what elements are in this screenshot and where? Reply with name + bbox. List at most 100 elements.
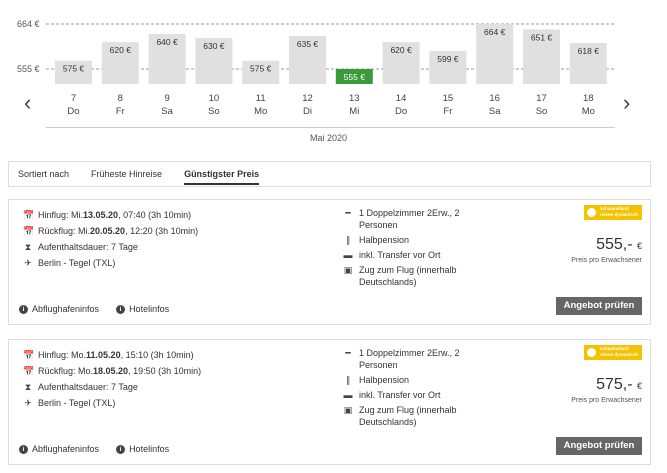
axis-line bbox=[46, 127, 615, 128]
car-icon: ▬ bbox=[343, 390, 353, 400]
departure-airport: ✈ Berlin - Tegel (TXL) bbox=[23, 395, 201, 411]
hourglass-icon: ⧗ bbox=[24, 242, 32, 252]
airplane-icon: ✈ bbox=[24, 398, 32, 408]
price-bar[interactable] bbox=[429, 50, 467, 84]
price-bar-label: 651 € bbox=[531, 32, 553, 42]
price-bar[interactable] bbox=[289, 35, 326, 84]
price-bar-label: 640 € bbox=[156, 37, 178, 47]
calendar-icon: 📅 bbox=[23, 210, 35, 220]
price-bar-label: 575 € bbox=[250, 64, 272, 74]
date-label[interactable]: 8 Fr bbox=[115, 93, 125, 117]
cutlery-icon: ∥ bbox=[345, 375, 351, 385]
bed-icon: ━ bbox=[345, 208, 351, 218]
price: 555,- € bbox=[596, 236, 642, 253]
check-offer-button[interactable]: Angebot prüfen bbox=[556, 297, 642, 315]
departure-airport: ✈ Berlin - Tegel (TXL) bbox=[23, 255, 198, 271]
check-offer-button[interactable]: Angebot prüfen bbox=[556, 437, 642, 455]
info-links: i Abflughafeninfos i Hotelinfos bbox=[19, 304, 186, 314]
hotel-info-link[interactable]: i Hotelinfos bbox=[116, 444, 169, 454]
date-label[interactable]: 7 Do bbox=[67, 93, 80, 117]
price-bar-label: 664 € bbox=[484, 27, 506, 37]
price-bar[interactable] bbox=[148, 33, 186, 84]
price-bar[interactable] bbox=[55, 60, 92, 84]
tour-operator-logo: schauinsland reisen dynamisch bbox=[584, 345, 642, 360]
date-label[interactable]: 15 Fr bbox=[442, 93, 454, 117]
date-label[interactable]: 10 So bbox=[208, 93, 220, 117]
price-bar-label: 635 € bbox=[297, 39, 319, 49]
price-bar-label: 618 € bbox=[578, 46, 600, 56]
cutlery-icon: ∥ bbox=[345, 235, 351, 245]
date-label[interactable]: 14 Do bbox=[395, 93, 408, 117]
price-bar-label: 575 € bbox=[63, 64, 85, 74]
package-info: ━ 1 Doppelzimmer 2Erw., 2 Personen ∥ Halbp… bbox=[343, 347, 473, 431]
price-bar-label: 630 € bbox=[203, 41, 225, 51]
sort-earliest-departure[interactable]: Früheste Hinreise bbox=[91, 169, 163, 179]
airport-info-link[interactable]: i Abflughafeninfos bbox=[19, 304, 99, 314]
price-bar-label: 555 € bbox=[344, 72, 366, 82]
price-bar[interactable] bbox=[242, 60, 280, 84]
train-icon: ▣ bbox=[343, 405, 353, 415]
next-chevron-icon[interactable]: › bbox=[623, 90, 631, 115]
price-bar-label: 599 € bbox=[437, 54, 459, 64]
calendar-icon: 📅 bbox=[23, 366, 35, 376]
calendar-icon: 📅 bbox=[23, 226, 35, 236]
price-bar-label: 620 € bbox=[390, 45, 412, 55]
info-icon: i bbox=[19, 304, 28, 314]
date-label[interactable]: 18 Mo bbox=[581, 93, 595, 117]
train-info: Zug zum Flug (innerhalb Deutschlands) bbox=[359, 405, 457, 427]
room-info: 1 Doppelzimmer 2Erw., 2 Personen bbox=[359, 208, 460, 230]
info-icon: i bbox=[116, 304, 126, 314]
outbound-flight: 📅 Hinflug: Mi. 13.05.20, 07:40 (3h 10min) bbox=[23, 207, 198, 223]
price-bar[interactable] bbox=[523, 29, 560, 84]
date-label[interactable]: 17 So bbox=[535, 93, 548, 117]
offer-card: 📅 Hinflug: Mi. 13.05.20, 07:40 (3h 10min)… bbox=[8, 199, 651, 325]
price-bar[interactable] bbox=[569, 42, 607, 84]
car-icon: ▬ bbox=[343, 250, 353, 260]
price-calendar-chart: 664 € 555 € 575 € 620 € 640 € 630 € 575 € 635… bbox=[0, 0, 667, 150]
stay-duration: ⧗ Aufenthaltsdauer: 7 Tage bbox=[23, 239, 198, 255]
board-info: Halbpension bbox=[359, 235, 410, 245]
hourglass-icon: ⧗ bbox=[24, 382, 32, 392]
airport-info-link[interactable]: i Abflughafeninfos bbox=[19, 444, 99, 454]
tour-operator-logo: schauinsland reisen dynamisch bbox=[584, 205, 642, 220]
month-label: Mai 2020 bbox=[310, 133, 348, 143]
price-bar[interactable] bbox=[335, 69, 373, 84]
price-bar[interactable] bbox=[195, 38, 233, 84]
info-icon: i bbox=[116, 444, 126, 454]
y-tick-label: 555 € bbox=[17, 64, 40, 74]
board-info: Halbpension bbox=[359, 375, 410, 385]
previous-chevron-icon[interactable]: ‹ bbox=[24, 90, 32, 115]
date-label[interactable]: 16 Sa bbox=[488, 93, 501, 117]
flight-info: 📅 Hinflug: Mi. 13.05.20, 07:40 (3h 10min)… bbox=[23, 207, 198, 271]
sort-cheapest-price[interactable]: Günstigster Preis bbox=[184, 163, 260, 185]
package-info: ━ 1 Doppelzimmer 2Erw., 2 Personen ∥ Halbp… bbox=[343, 207, 473, 291]
info-links: i Abflughafeninfos i Hotelinfos bbox=[19, 444, 186, 454]
room-info: 1 Doppelzimmer 2Erw., 2 Personen bbox=[359, 348, 460, 370]
info-icon: i bbox=[19, 444, 28, 454]
date-label[interactable]: 13 Mi bbox=[349, 93, 360, 117]
calendar-icon: 📅 bbox=[23, 350, 35, 360]
offer-card: 📅 Hinflug: Mo. 11.05.20, 15:10 (3h 10min)… bbox=[8, 339, 651, 465]
date-label[interactable]: 11 Mo bbox=[254, 93, 268, 117]
price-note: Preis pro Erwachsener bbox=[571, 397, 642, 404]
price-bar[interactable] bbox=[101, 42, 139, 84]
price-bar[interactable] bbox=[382, 42, 420, 84]
return-flight: 📅 Rückflug: Mo. 18.05.20, 19:50 (3h 10min… bbox=[23, 363, 201, 379]
sort-bar: Sortiert nach Früheste Hinreise Günstigs… bbox=[8, 161, 651, 187]
sort-label: Sortiert nach bbox=[18, 169, 70, 179]
price-bar-label: 620 € bbox=[110, 45, 132, 55]
y-tick-label: 664 € bbox=[17, 19, 40, 29]
airplane-icon: ✈ bbox=[24, 258, 32, 268]
train-icon: ▣ bbox=[343, 265, 353, 275]
price-bars: 575 € 620 € 640 € 630 € 575 € 635 € 555 € 620 €… bbox=[46, 23, 614, 84]
price: 575,- € bbox=[596, 376, 642, 393]
bed-icon: ━ bbox=[345, 348, 351, 358]
date-label[interactable]: 12 Di bbox=[302, 93, 313, 117]
hotel-info-link[interactable]: i Hotelinfos bbox=[116, 304, 169, 314]
transfer-info: inkl. Transfer vor Ort bbox=[359, 390, 441, 400]
return-flight: 📅 Rückflug: Mi. 20.05.20, 12:20 (3h 10min… bbox=[23, 223, 198, 239]
price-note: Preis pro Erwachsener bbox=[571, 257, 642, 264]
date-label[interactable]: 9 Sa bbox=[161, 93, 173, 117]
price-bar[interactable] bbox=[476, 24, 514, 84]
outbound-flight: 📅 Hinflug: Mo. 11.05.20, 15:10 (3h 10min) bbox=[23, 347, 201, 363]
